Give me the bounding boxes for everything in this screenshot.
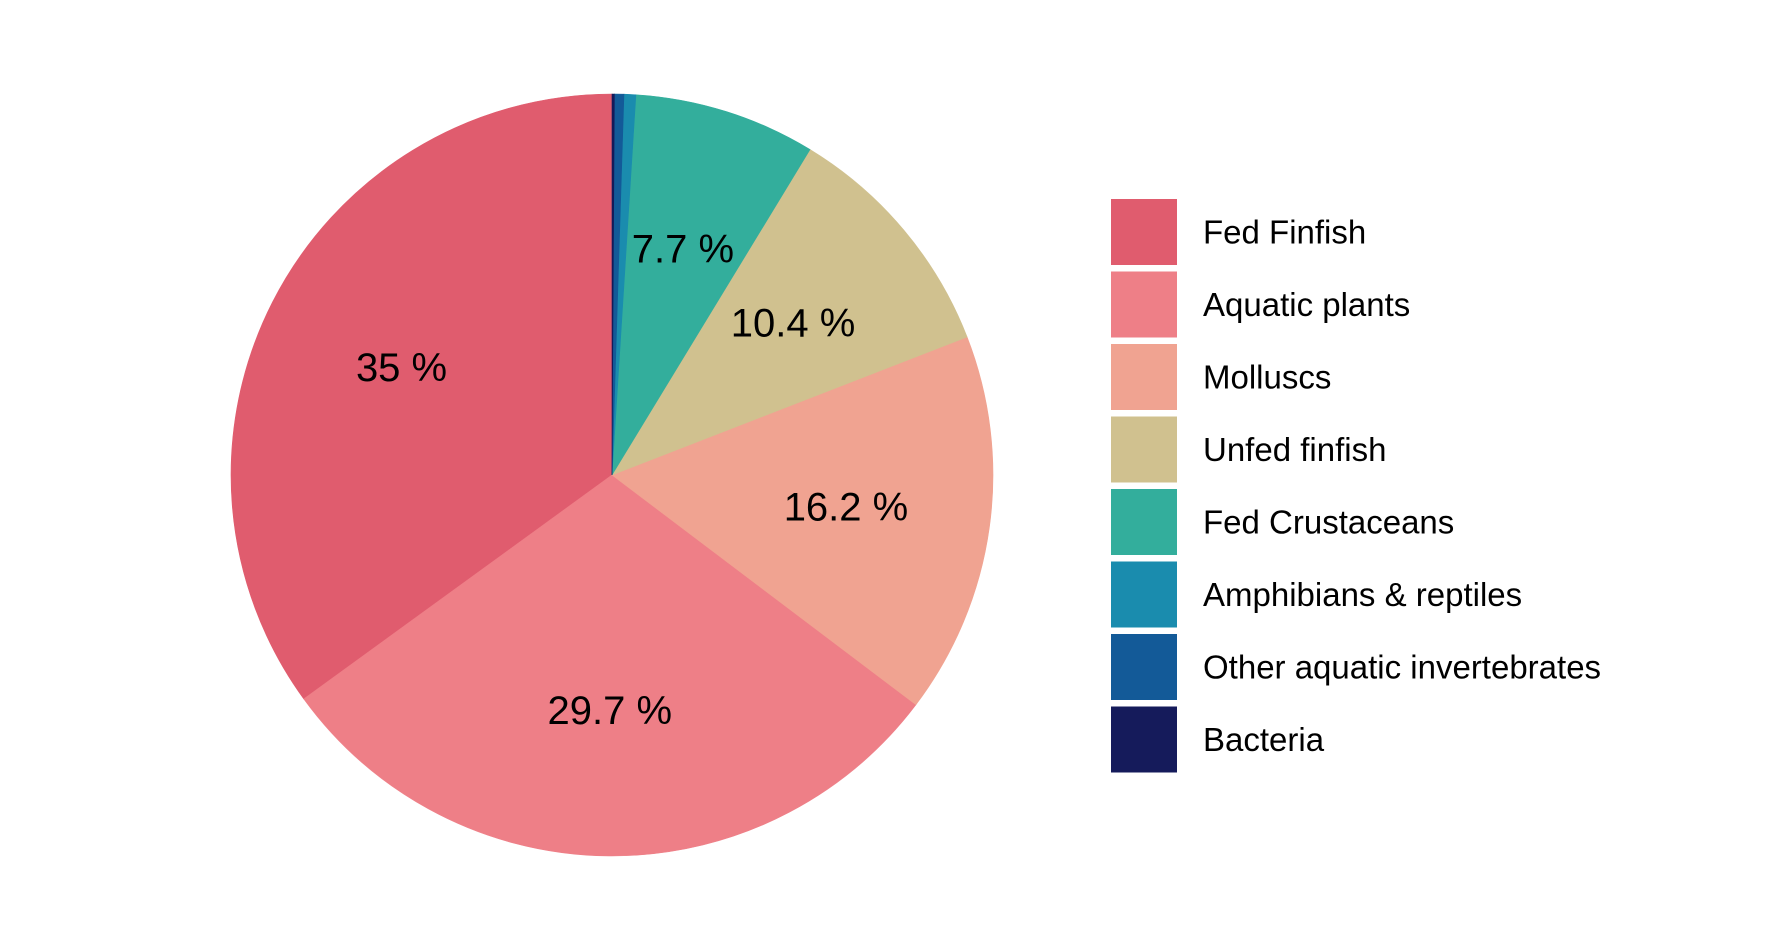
legend-label: Unfed finfish bbox=[1203, 431, 1386, 468]
pie-slices bbox=[230, 93, 994, 857]
legend-label: Fed Finfish bbox=[1203, 214, 1366, 251]
legend-label: Fed Crustaceans bbox=[1203, 504, 1454, 541]
legend-swatch bbox=[1111, 706, 1177, 773]
pie-slice-label: 10.4 % bbox=[731, 301, 856, 345]
pie-slice-aquatic-plants bbox=[303, 474, 917, 857]
legend-swatch bbox=[1111, 271, 1177, 338]
legend-swatch bbox=[1111, 344, 1177, 410]
pie-slice-label: 16.2 % bbox=[784, 486, 909, 530]
legend-swatch bbox=[1111, 561, 1177, 628]
legend-label: Bacteria bbox=[1203, 721, 1325, 758]
pie-slice-molluscs bbox=[611, 336, 994, 706]
legend-label: Other aquatic invertebrates bbox=[1203, 649, 1601, 686]
legend-swatch bbox=[1111, 199, 1177, 265]
legend-label: Aquatic plants bbox=[1203, 286, 1410, 323]
legend-swatch bbox=[1111, 634, 1177, 700]
pie-slice-label: 35 % bbox=[356, 346, 447, 390]
legend: Fed Finfish Aquatic plants Molluscs Unfed f… bbox=[1111, 199, 1601, 773]
pie-slice-fed-crustaceans bbox=[611, 94, 811, 476]
legend-label: Amphibians & reptiles bbox=[1203, 576, 1522, 613]
pie-slice-bacteria bbox=[611, 93, 615, 476]
pie-slice-unfed-finfish bbox=[611, 149, 968, 476]
legend-swatch bbox=[1111, 416, 1177, 483]
legend-swatch bbox=[1111, 489, 1177, 555]
pie-slice-fed-finfish bbox=[230, 93, 613, 700]
pie-slice-label: 7.7 % bbox=[632, 228, 734, 272]
legend-label: Molluscs bbox=[1203, 359, 1331, 396]
pie-slice-labels: 35 % 29.7 % 16.2 % 10.4 % 7.7 % bbox=[356, 228, 908, 734]
pie-slice-label: 29.7 % bbox=[548, 689, 673, 733]
